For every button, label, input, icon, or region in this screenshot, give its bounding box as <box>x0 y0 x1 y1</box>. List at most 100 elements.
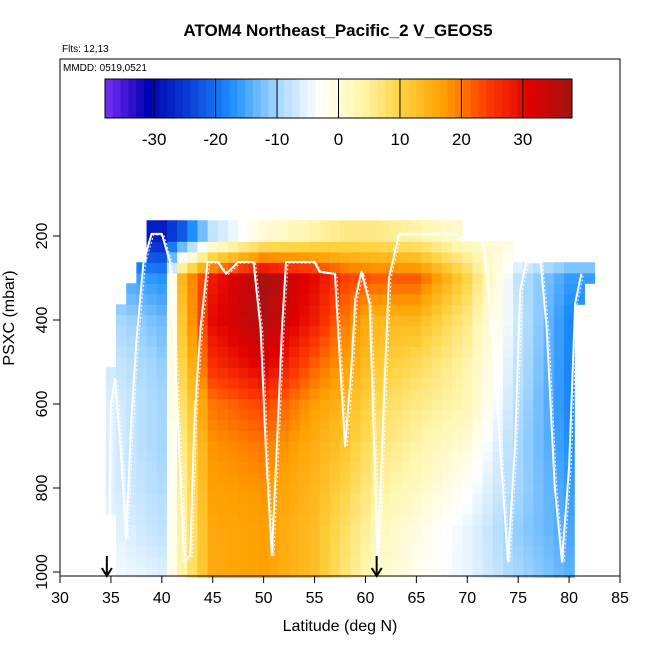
heatmap-cell <box>533 293 545 305</box>
heatmap-cell <box>513 461 524 473</box>
heatmap-cell <box>452 556 463 568</box>
heatmap-cell <box>441 472 453 484</box>
heatmap-cell <box>553 377 565 389</box>
heatmap-cell <box>268 220 280 232</box>
heatmap-cell <box>411 514 423 526</box>
heatmap-cell <box>309 293 321 305</box>
heatmap-cell <box>289 220 300 232</box>
heatmap-cell <box>299 304 311 316</box>
heatmap-cell <box>146 451 158 463</box>
heatmap-cell <box>472 304 484 316</box>
heatmap-cell <box>289 262 300 274</box>
colorbar-swatch <box>455 79 464 118</box>
heatmap-cell <box>350 241 361 253</box>
heatmap-cell <box>207 493 219 505</box>
heatmap-cell <box>502 419 514 431</box>
heatmap-cell <box>452 293 463 305</box>
heatmap-cell <box>390 524 402 536</box>
heatmap-cell <box>187 430 199 442</box>
heatmap-cell <box>156 314 168 326</box>
heatmap-cell <box>309 356 321 368</box>
heatmap-cell <box>136 524 148 536</box>
heatmap-cell <box>238 251 249 263</box>
heatmap-cell <box>309 304 321 316</box>
heatmap-cell <box>421 493 433 505</box>
heatmap-cell <box>228 535 239 547</box>
heatmap-cell <box>553 493 565 505</box>
heatmap-cell <box>156 461 168 473</box>
x-tick-label: 50 <box>255 590 273 607</box>
heatmap-cell <box>452 377 463 389</box>
heatmap-cell <box>543 419 555 431</box>
heatmap-cell <box>258 272 270 284</box>
colorbar: -30 -20 -10 0 10 20 30 <box>104 78 573 149</box>
heatmap-cell <box>207 503 219 515</box>
heatmap-cell <box>177 272 188 284</box>
heatmap-cell <box>523 304 535 316</box>
heatmap-cell <box>238 304 249 316</box>
colorbar-swatch <box>284 79 293 118</box>
heatmap-cell <box>248 503 260 515</box>
heatmap-cell <box>177 398 188 410</box>
heatmap-cell <box>187 283 199 295</box>
heatmap-cell <box>340 493 351 505</box>
heatmap-cell <box>360 346 372 358</box>
heatmap-cell <box>207 377 219 389</box>
heatmap-cell <box>329 314 341 326</box>
heatmap-cell <box>299 388 311 400</box>
heatmap-cell <box>564 325 575 337</box>
heatmap-cell <box>553 304 565 316</box>
heatmap-cell <box>258 241 270 253</box>
heatmap-cell <box>177 262 188 274</box>
heatmap-cell <box>309 461 321 473</box>
flights-label: Flts: 12,13 <box>62 44 109 55</box>
heatmap-cell <box>299 356 311 368</box>
heatmap-cell <box>492 535 504 547</box>
heatmap-cell <box>136 535 148 547</box>
heatmap-cell <box>340 367 351 379</box>
heatmap-cell <box>268 430 280 442</box>
heatmap-cell <box>238 356 249 368</box>
heatmap-cell <box>421 430 433 442</box>
heatmap-cell <box>268 472 280 484</box>
heatmap-cell <box>329 535 341 547</box>
heatmap-cell <box>462 314 473 326</box>
heatmap-cell <box>238 545 249 557</box>
heatmap-cell <box>268 241 280 253</box>
heatmap-cell <box>360 409 372 421</box>
heatmap-cell <box>472 440 484 452</box>
heatmap-cell <box>309 482 321 494</box>
heatmap-cell <box>156 503 168 515</box>
heatmap-cell <box>492 440 504 452</box>
heatmap-cell <box>350 283 361 295</box>
heatmap-cell <box>452 472 463 484</box>
heatmap-cell <box>329 419 341 431</box>
heatmap-cell <box>502 356 514 368</box>
heatmap-cell <box>340 272 351 284</box>
heatmap-cell <box>370 430 382 442</box>
heatmap-cell <box>472 472 484 484</box>
heatmap-cell <box>217 566 229 578</box>
heatmap-cell <box>360 451 372 463</box>
heatmap-cell <box>360 461 372 473</box>
heatmap-cell <box>319 556 331 568</box>
heatmap-cell <box>390 356 402 368</box>
heatmap-cell <box>207 524 219 536</box>
heatmap-cell <box>258 472 270 484</box>
heatmap-cell <box>543 262 555 274</box>
colorbar-swatch <box>494 79 503 118</box>
heatmap-cell <box>533 388 545 400</box>
heatmap-cell <box>411 283 423 295</box>
heatmap-cell <box>340 398 351 410</box>
heatmap-cell <box>360 482 372 494</box>
heatmap-cell <box>217 482 229 494</box>
heatmap-cell <box>431 545 443 557</box>
heatmap-cell <box>370 335 382 347</box>
heatmap-cell <box>533 451 545 463</box>
heatmap-cell <box>523 346 535 358</box>
heatmap-cell <box>564 335 575 347</box>
heatmap-cell <box>350 325 361 337</box>
heatmap-cell <box>258 451 270 463</box>
heatmap-cell <box>136 388 148 400</box>
heatmap-cell <box>217 377 229 389</box>
